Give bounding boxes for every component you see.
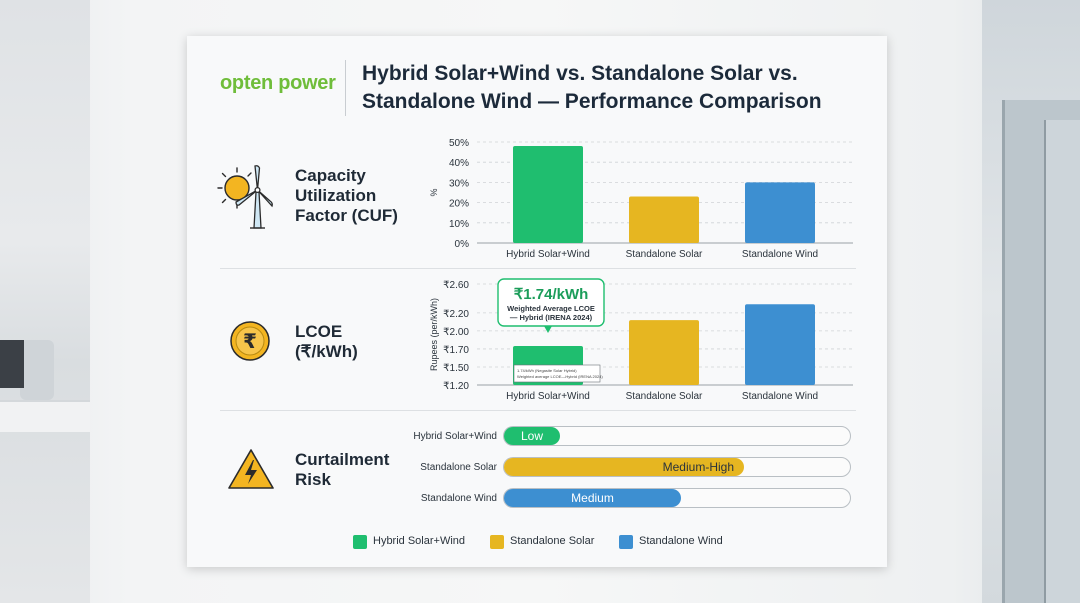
risk-bar-fill — [504, 458, 744, 476]
y-tick-label: 0% — [455, 239, 470, 250]
risk-row-label: Hybrid Solar+Wind — [413, 431, 497, 442]
x-tick-label: Standalone Wind — [742, 391, 818, 402]
lcoe-label-line: (₹/kWh) — [295, 342, 358, 361]
y-tick-label: ₹1.20 — [443, 381, 469, 392]
bar — [745, 304, 815, 385]
bar — [629, 196, 699, 243]
risk-row-label: Standalone Solar — [420, 462, 497, 473]
office-background-right — [982, 0, 1080, 603]
section-divider — [220, 410, 856, 411]
y-tick-label: ₹2.60 — [443, 280, 469, 291]
rupee-coin-icon: ₹ — [230, 321, 270, 361]
legend-label: Standalone Wind — [639, 535, 723, 547]
page-title: Hybrid Solar+Wind vs. Standalone Solar v… — [362, 62, 822, 113]
annotation-note: Weighted average LCOE—Hybrid (IRENA 2024… — [517, 374, 603, 379]
glass-partition — [1044, 120, 1080, 603]
y-tick-label: 50% — [449, 138, 469, 149]
y-axis-label: % — [429, 188, 439, 196]
warning-lightning-icon — [228, 449, 274, 489]
y-tick-label: ₹1.50 — [443, 363, 469, 374]
brand-logo: opten power — [220, 72, 336, 94]
annotation-note: 1.74/kWh (Negasite Solar Hybrid) — [517, 368, 577, 373]
risk-bar-track: Medium — [503, 488, 851, 508]
annotation-text: — Hybrid (IRENA 2024) — [510, 313, 593, 322]
y-tick-label: 30% — [449, 178, 469, 189]
y-tick-label: ₹1.70 — [443, 345, 469, 356]
risk-bar-track: Low — [503, 426, 851, 446]
curtailment-label-line: Risk — [295, 470, 331, 489]
section-divider — [220, 268, 856, 269]
lcoe-label: LCOE (₹/kWh) — [295, 322, 358, 362]
bar — [629, 320, 699, 385]
y-axis-label: Rupees (per/kWh) — [429, 298, 439, 371]
cuf-label: Capacity Utilization Factor (CUF) — [295, 166, 398, 226]
risk-bar-fill — [504, 427, 560, 445]
bar — [745, 182, 815, 243]
risk-level-label: Medium-High — [662, 460, 734, 474]
x-tick-label: Standalone Solar — [626, 391, 703, 402]
desk — [0, 400, 90, 432]
curtailment-label-line: Curtailment — [295, 450, 390, 469]
header-divider — [345, 60, 346, 116]
risk-level-label: Low — [520, 429, 544, 443]
y-tick-label: 10% — [449, 219, 469, 230]
y-tick-label: ₹2.20 — [443, 309, 469, 320]
x-tick-label: Hybrid Solar+Wind — [506, 391, 590, 402]
legend-swatch — [353, 535, 367, 549]
risk-bar-track: Medium-High — [503, 457, 851, 477]
svg-text:₹: ₹ — [243, 329, 257, 353]
annotation-note-box — [513, 364, 601, 383]
curtailment-label: Curtailment Risk — [295, 450, 389, 490]
lcoe-label-line: LCOE — [295, 322, 343, 341]
legend-label: Hybrid Solar+Wind — [373, 535, 466, 547]
bar — [513, 146, 583, 243]
x-tick-label: Hybrid Solar+Wind — [506, 249, 590, 260]
bar-charts: 0% 10% 20% 30% 40% 50%% Hybrid Solar+Wind Stand… — [429, 138, 853, 402]
monitor — [0, 340, 24, 388]
risk-bar-fill — [504, 489, 681, 507]
x-tick-label: Standalone Solar — [626, 249, 703, 260]
annotation-text: Weighted Average LCOE — [507, 304, 595, 313]
legend-label: Standalone Solar — [510, 535, 595, 547]
chair — [20, 340, 54, 400]
sun-wind-turbine-icon — [217, 165, 273, 229]
y-tick-label: 40% — [449, 158, 469, 169]
risk-row-label: Standalone Wind — [420, 493, 497, 504]
x-tick-label: Standalone Wind — [742, 249, 818, 260]
y-tick-label: 20% — [449, 199, 469, 210]
infographic-board: opten power Hybrid Solar+Wind vs. Standa… — [187, 36, 887, 567]
cuf-label-line: Utilization — [295, 186, 377, 205]
legend-swatch — [490, 535, 504, 549]
annotation-pointer — [544, 326, 552, 333]
office-background-left — [0, 0, 90, 603]
risk-level-label: Medium — [571, 491, 614, 505]
y-tick-label: ₹2.00 — [443, 327, 469, 338]
cuf-label-line: Factor (CUF) — [295, 206, 398, 225]
legend-swatch — [619, 535, 633, 549]
annotation-value: ₹1.74/kWh — [514, 286, 589, 303]
legend: Hybrid Solar+Wind Standalone Solar Standal… — [187, 533, 887, 551]
cuf-label-line: Capacity — [295, 166, 366, 185]
